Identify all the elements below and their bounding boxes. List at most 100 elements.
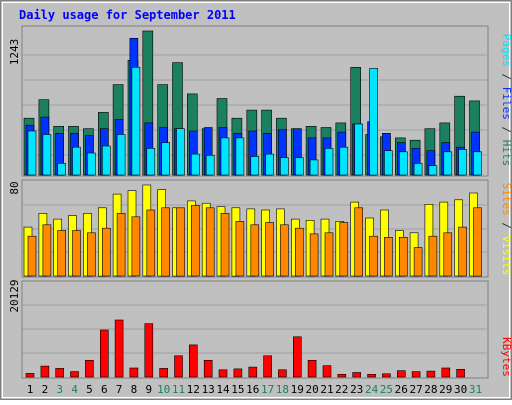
bar-kbytes-day-9 (144, 323, 154, 378)
bar-sites-day-19 (294, 227, 304, 277)
bar-kbytes-day-23 (352, 372, 362, 378)
x-tick-label-day-8: 8 (131, 383, 138, 396)
bar-pages-day-19 (294, 157, 304, 176)
x-tick-label-day-3: 3 (56, 383, 63, 396)
bar-pages-day-21 (324, 148, 334, 176)
x-tick-label-day-23: 23 (350, 383, 363, 396)
bar-sites-day-4 (72, 230, 81, 277)
bar-kbytes-day-25 (382, 373, 391, 378)
bar-pages-day-9 (146, 148, 156, 176)
bar-pages-day-25 (384, 150, 393, 176)
axis-label-part: / (500, 67, 512, 87)
x-tick-label-day-21: 21 (320, 383, 333, 396)
x-tick-label-day-25: 25 (380, 383, 393, 396)
bar-sites-day-9 (146, 209, 156, 277)
x-tick-label-day-22: 22 (335, 383, 348, 396)
bar-kbytes-day-13 (203, 359, 213, 378)
bar-kbytes-day-3 (55, 368, 65, 378)
x-axis-labels: 1 2 3 4 5 6 7 8 9 10 11 12 13 14 15 16 17 18 19 20 21 22 23 24 2… (27, 383, 482, 396)
right-axis-label-sites-visits: Sites / Visits (500, 183, 512, 276)
axis-label-part: Pages (500, 34, 512, 67)
bar-pages-day-15 (235, 137, 245, 176)
x-tick-label-day-20: 20 (305, 383, 318, 396)
axis-label-part: / (500, 216, 512, 236)
x-tick-label-day-18: 18 (276, 383, 289, 396)
axis-label-part: / (500, 120, 512, 140)
bar-kbytes-day-2 (40, 365, 50, 378)
bar-pages-day-7 (116, 134, 126, 176)
x-tick-label-day-17: 17 (261, 383, 274, 396)
bar-pages-day-31 (473, 151, 482, 176)
bar-sites-day-16 (250, 224, 260, 277)
bar-sites-day-27 (413, 247, 423, 277)
right-axis-label-hits-files-pages: Pages / Files / Hits (500, 34, 512, 167)
bar-kbytes-day-21 (322, 365, 332, 378)
bar-pages-day-26 (398, 151, 408, 176)
x-tick-label-day-2: 2 (42, 383, 49, 396)
bar-kbytes-day-26 (396, 370, 406, 378)
bar-sites-day-14 (220, 213, 230, 277)
bar-kbytes-day-29 (441, 367, 451, 378)
bar-sites-day-7 (116, 213, 126, 277)
bar-kbytes-day-14 (218, 369, 228, 378)
bar-pages-day-18 (280, 157, 289, 176)
bar-sites-day-15 (235, 221, 245, 277)
bar-kbytes-day-17 (263, 355, 272, 378)
bar-kbytes-day-19 (292, 336, 302, 378)
bar-pages-day-24 (369, 68, 378, 176)
bar-kbytes-day-28 (426, 370, 436, 378)
bar-pages-day-4 (72, 146, 81, 176)
bar-sites-day-13 (205, 207, 215, 277)
x-tick-label-day-28: 28 (424, 383, 437, 396)
bar-sites-day-29 (443, 232, 453, 277)
bar-pages-day-22 (339, 146, 349, 176)
x-tick-label-day-12: 12 (187, 383, 200, 396)
x-tick-label-day-5: 5 (86, 383, 93, 396)
x-tick-label-day-9: 9 (145, 383, 152, 396)
bar-kbytes-day-1 (25, 373, 35, 378)
bar-pages-day-16 (250, 156, 260, 176)
bar-kbytes-day-8 (129, 367, 139, 378)
x-tick-label-day-7: 7 (116, 383, 123, 396)
x-tick-label-day-27: 27 (409, 383, 422, 396)
x-tick-label-day-30: 30 (454, 383, 467, 396)
bar-sites-day-25 (384, 237, 393, 277)
bar-kbytes-day-15 (233, 368, 243, 378)
bar-pages-day-8 (131, 67, 141, 176)
bar-kbytes-day-27 (411, 371, 421, 378)
right-axis-label-kbytes: KBytes (500, 337, 512, 377)
x-tick-label-day-10: 10 (157, 383, 170, 396)
axis-label-part: Sites (500, 183, 512, 216)
x-tick-label-day-6: 6 (101, 383, 108, 396)
bar-pages-day-27 (413, 163, 423, 176)
bar-sites-day-5 (87, 232, 96, 277)
x-tick-label-day-29: 29 (439, 383, 452, 396)
y-max-label-hits: 1243 (8, 39, 21, 66)
bar-kbytes-day-22 (337, 373, 347, 378)
bar-pages-day-1 (27, 130, 37, 176)
bar-sites-day-21 (324, 232, 334, 277)
axis-label-part: Visits (500, 236, 512, 276)
bar-pages-day-3 (57, 163, 67, 176)
bar-sites-day-2 (42, 224, 52, 277)
bar-pages-day-17 (265, 153, 274, 176)
bar-pages-day-5 (87, 152, 96, 176)
bar-kbytes-day-16 (248, 366, 258, 378)
bar-pages-day-14 (220, 137, 230, 176)
bar-sites-day-6 (102, 227, 111, 277)
bar-kbytes-day-10 (159, 368, 168, 378)
x-tick-label-day-19: 19 (291, 383, 304, 396)
x-tick-label-day-4: 4 (71, 383, 78, 396)
bar-kbytes-day-11 (174, 355, 183, 378)
bar-kbytes-day-6 (100, 329, 109, 378)
bar-sites-day-26 (398, 237, 408, 277)
x-tick-label-day-1: 1 (27, 383, 34, 396)
bar-sites-day-20 (309, 233, 319, 277)
bar-sites-day-23 (354, 207, 364, 277)
bar-kbytes-day-4 (70, 371, 79, 378)
bar-kbytes-day-30 (456, 368, 465, 378)
bar-sites-day-30 (458, 226, 467, 277)
x-tick-label-day-31: 31 (469, 383, 482, 396)
bar-sites-day-31 (473, 207, 482, 277)
